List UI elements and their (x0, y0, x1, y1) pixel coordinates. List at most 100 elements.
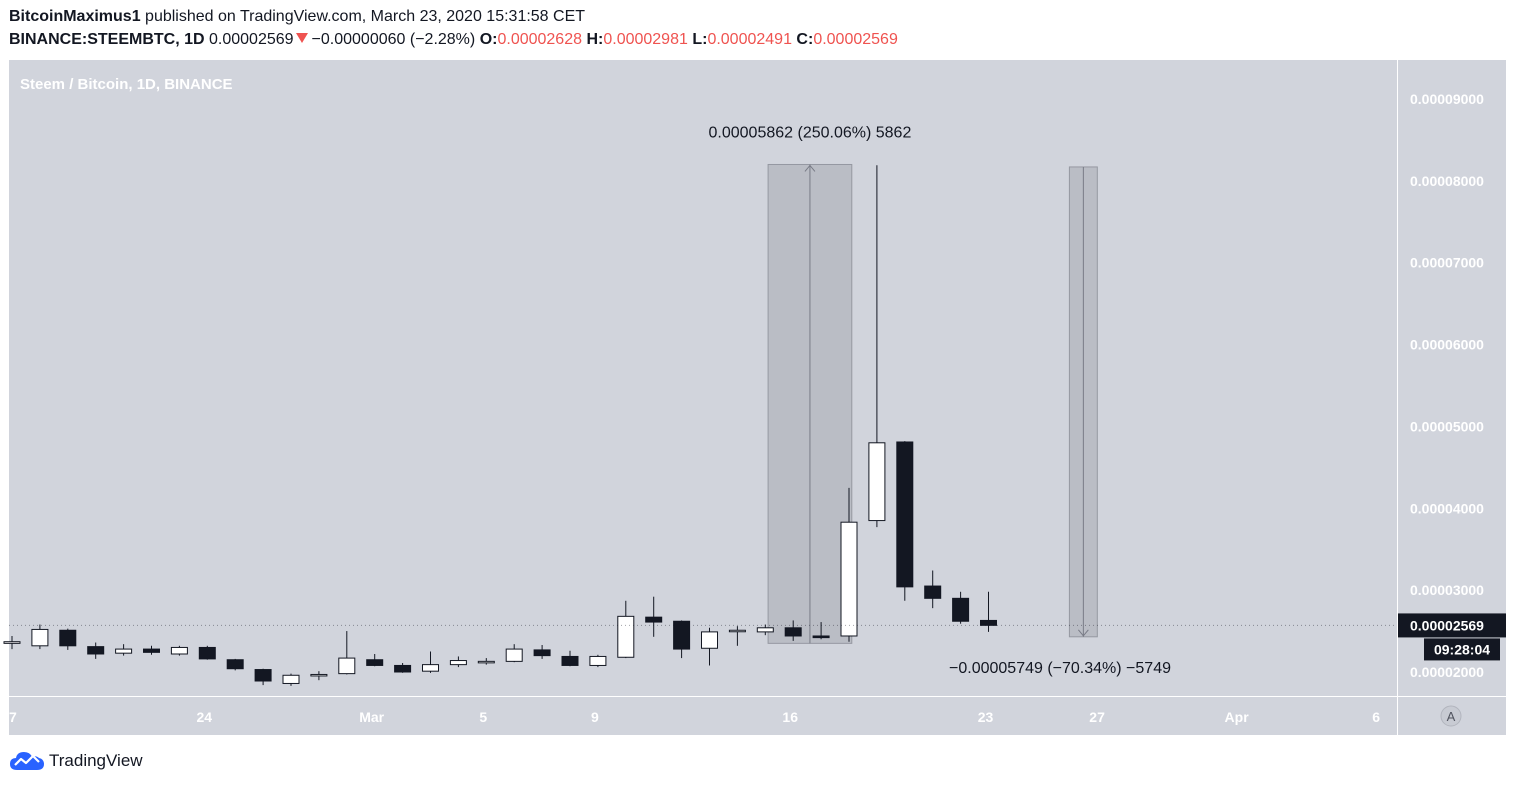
candle-body-down (561, 655, 579, 666)
candle[interactable] (310, 671, 328, 681)
candle-body-down (952, 597, 970, 622)
high-value: 0.00002981 (603, 31, 688, 48)
candle[interactable] (170, 645, 188, 656)
candle-body-up (422, 664, 439, 672)
candle[interactable] (3, 635, 21, 650)
up-arrow-icon (804, 164, 816, 172)
candle[interactable] (59, 628, 77, 650)
price-range-up-label: 0.00005862 (250.06%) 5862 (709, 124, 912, 141)
candle[interactable] (561, 650, 579, 667)
candle[interactable] (115, 644, 133, 656)
candle-body-down (673, 620, 691, 650)
candle-body-up (617, 615, 635, 658)
candle[interactable] (980, 591, 997, 632)
candle-body-down (226, 659, 244, 670)
last-price-badge (1398, 613, 1506, 638)
candle-body-down (366, 659, 384, 666)
price-tick-label: 0.00008000 (1410, 173, 1484, 189)
axis-mode-label: A (1447, 709, 1456, 724)
candle[interactable] (952, 591, 970, 624)
time-tick-label: 17 (1, 709, 17, 725)
candle[interactable] (868, 165, 886, 528)
price-tick-label: 0.00009000 (1410, 91, 1484, 107)
price-range-down-label: −0.00005749 (−70.34%) −5749 (949, 660, 1171, 677)
candle-body-up (310, 673, 328, 677)
candle[interactable] (701, 627, 718, 666)
chart-title: Steem / Bitcoin, 1D, BINANCE (20, 76, 233, 93)
candle[interactable] (87, 642, 105, 659)
candle[interactable] (589, 654, 607, 668)
low-label: L: (692, 31, 708, 48)
candle-body-up (449, 660, 467, 666)
candle[interactable] (533, 644, 551, 659)
down-arrow-icon (1077, 629, 1089, 637)
time-tick-label: 9 (591, 709, 599, 725)
candle-body-down (59, 629, 77, 647)
candle[interactable] (477, 658, 495, 665)
brand-name: TradingView (49, 751, 143, 770)
candle[interactable] (449, 656, 467, 668)
candle-body-up (338, 657, 356, 675)
candle[interactable] (31, 624, 49, 650)
candle[interactable] (143, 645, 160, 655)
time-tick-label: 24 (197, 709, 213, 725)
candle[interactable] (617, 600, 635, 659)
price-tick-label: 0.00003000 (1410, 582, 1484, 598)
candle[interactable] (422, 651, 439, 673)
candle-body-down (198, 646, 216, 660)
time-tick-label: 23 (978, 709, 994, 725)
candle-body-down (254, 669, 272, 682)
candle[interactable] (394, 662, 412, 673)
candle-body-down (896, 441, 914, 588)
time-tick-label: 5 (479, 709, 487, 725)
open-value: 0.00002628 (497, 31, 582, 48)
time-tick-label: 27 (1089, 709, 1105, 725)
tradingview-cloud-icon (10, 752, 44, 770)
plot-area[interactable] (9, 60, 1397, 696)
candle[interactable] (728, 626, 746, 646)
time-tick-label: 16 (782, 709, 798, 725)
candle[interactable] (645, 596, 663, 637)
candle[interactable] (840, 487, 858, 642)
countdown-badge (1424, 638, 1500, 661)
open-label: O: (479, 31, 498, 48)
publish-info: BitcoinMaximus1 published on TradingView… (9, 8, 585, 26)
candle[interactable] (198, 645, 216, 660)
candle[interactable] (812, 622, 830, 640)
time-axis[interactable] (9, 697, 1397, 735)
candle-body-down (924, 585, 942, 599)
candle-body-up (31, 628, 49, 647)
candle[interactable] (282, 673, 300, 686)
price-axis[interactable] (1398, 60, 1506, 696)
symbol-info: BINANCE:STEEMBTC, 1D 0.00002569 −0.000000… (9, 31, 898, 49)
symbol-name: BINANCE:STEEMBTC, 1D (9, 31, 205, 48)
low-value: 0.00002491 (707, 31, 792, 48)
candle-body-up (477, 660, 495, 664)
candle[interactable] (505, 644, 523, 663)
candle[interactable] (896, 441, 914, 601)
price-tick-label: 0.00007000 (1410, 255, 1484, 271)
candle[interactable] (784, 620, 802, 641)
price-tick-label: 0.00004000 (1410, 500, 1484, 516)
countdown-label: 09:28:04 (1434, 641, 1490, 657)
axis-mode-button[interactable]: A (1440, 705, 1462, 727)
author-name[interactable]: BitcoinMaximus1 (9, 8, 141, 25)
candle[interactable] (226, 658, 244, 671)
candle[interactable] (254, 668, 272, 686)
candle-body-down (533, 649, 551, 657)
price-tick-label: 0.00006000 (1410, 337, 1484, 353)
candle-body-down (87, 646, 105, 655)
time-tick-label: Apr (1225, 709, 1250, 725)
candle[interactable] (338, 631, 356, 675)
time-tick-label: 6 (1372, 709, 1380, 725)
close-value: 0.00002569 (813, 31, 898, 48)
tradingview-logo[interactable]: TradingView (9, 750, 143, 772)
candle[interactable] (673, 620, 691, 659)
candle[interactable] (756, 624, 774, 636)
candle-body-down (394, 664, 412, 673)
candle-body-up (170, 646, 188, 655)
candle[interactable] (924, 570, 942, 609)
last-price: 0.00002569 (209, 31, 294, 48)
candle[interactable] (366, 653, 384, 667)
